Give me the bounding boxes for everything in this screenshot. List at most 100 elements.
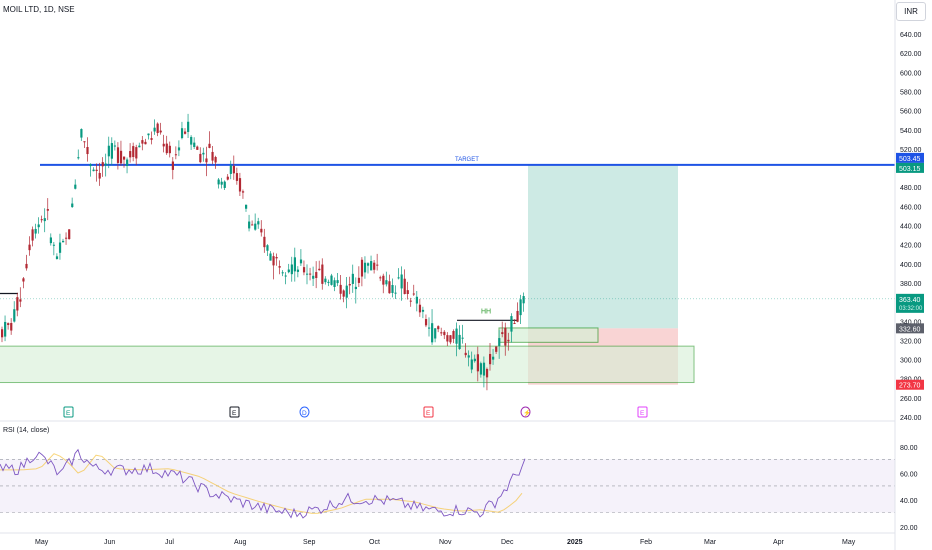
candle-body [309, 273, 312, 275]
profit-zone [528, 164, 678, 329]
price-tick: 520.00 [900, 147, 922, 154]
candle-body [339, 284, 342, 294]
candle-body [318, 268, 321, 271]
candle-body [92, 169, 95, 172]
candle-body [211, 151, 214, 161]
candle-body [434, 328, 437, 339]
candle-body [126, 159, 129, 167]
candle-body [220, 181, 223, 185]
candle-body [507, 339, 510, 342]
candle-body [4, 321, 7, 337]
candle-body [162, 143, 165, 147]
candle-body [248, 221, 251, 229]
candle-body [257, 221, 260, 225]
candle-body [123, 156, 126, 160]
candle-body [74, 184, 77, 189]
event-marker-label: E [640, 410, 645, 417]
candle-body [95, 169, 98, 171]
candle-body [19, 299, 22, 302]
candle-body [119, 150, 123, 164]
event-marker-label: ⚡ [523, 409, 531, 417]
event-marker [63, 406, 74, 418]
event-marker [229, 406, 240, 418]
candle-body [446, 335, 449, 342]
candle-body [254, 223, 257, 230]
stop-badge-bg [896, 379, 924, 390]
event-marker-label: E [66, 410, 71, 417]
candle-body [77, 157, 80, 159]
candle-body [443, 331, 446, 336]
candle-body [196, 146, 199, 150]
candle-body [238, 178, 242, 192]
candle-body [49, 237, 52, 244]
price-tick: 640.00 [900, 32, 922, 39]
candle-body [421, 309, 425, 312]
candle-body [382, 275, 385, 285]
candle-body [7, 323, 10, 326]
candle-body [376, 264, 379, 266]
candle-body [245, 204, 248, 209]
candle-body [516, 310, 519, 322]
candle-body [187, 121, 190, 132]
candle-body [482, 362, 486, 376]
last-price-badge-bg [896, 293, 924, 313]
target-badge-2: 503.15 [899, 166, 921, 173]
candle-body [16, 297, 19, 311]
candle-body [519, 299, 522, 316]
candle-body [388, 281, 391, 294]
price-tick: 400.00 [900, 262, 922, 269]
candle-body [266, 245, 269, 251]
candle-body [37, 224, 40, 228]
candle-body [431, 323, 434, 343]
candle-body [495, 346, 498, 352]
candle-body [101, 162, 104, 167]
candle-body [263, 236, 266, 248]
price-tick: 260.00 [900, 396, 922, 403]
chart-title: MOIL LTD, 1D, NSE [3, 5, 75, 14]
candle-body [62, 240, 65, 243]
time-label: Dec [501, 539, 514, 546]
candle-body [269, 253, 272, 261]
candle-body [138, 145, 141, 148]
price-tick: 600.00 [900, 70, 922, 77]
candle-body [428, 327, 431, 329]
currency-button[interactable]: INR [896, 2, 926, 21]
candle-body [272, 256, 275, 266]
candle-body [324, 278, 327, 283]
candle-body [10, 323, 13, 331]
candle-body [46, 209, 49, 211]
candle-body [199, 153, 202, 163]
candle-body [336, 280, 339, 284]
candle-body [107, 145, 110, 157]
last-price-badge: 363.40 [899, 297, 921, 304]
candle-body [461, 337, 464, 339]
candle-body [83, 141, 86, 143]
candle-body [202, 152, 205, 155]
event-marker [423, 406, 434, 418]
candle-body [284, 275, 287, 277]
candle-body [406, 290, 409, 295]
target-badge-1: 503.45 [899, 156, 921, 163]
candle-body [28, 244, 31, 251]
candle-body [153, 127, 156, 132]
price-tick: 580.00 [900, 89, 922, 96]
candle-body [492, 356, 495, 360]
candle-body [418, 304, 422, 313]
candle-body [34, 228, 37, 234]
price-tick: 540.00 [900, 128, 922, 135]
event-marker-label: E [232, 410, 237, 417]
candle-body [293, 257, 296, 272]
rsi-tick: 60.00 [900, 472, 918, 479]
candle-body [299, 259, 303, 264]
candle-body [177, 147, 181, 151]
candle-body [424, 319, 428, 326]
event-marker-label: E [426, 410, 431, 417]
candle-body [437, 326, 440, 330]
candle-body [360, 259, 364, 277]
candle-body [156, 123, 159, 134]
candle-body [394, 292, 397, 294]
hh-label: HH [481, 309, 491, 316]
candle-body [217, 179, 220, 185]
candles [1, 113, 525, 391]
